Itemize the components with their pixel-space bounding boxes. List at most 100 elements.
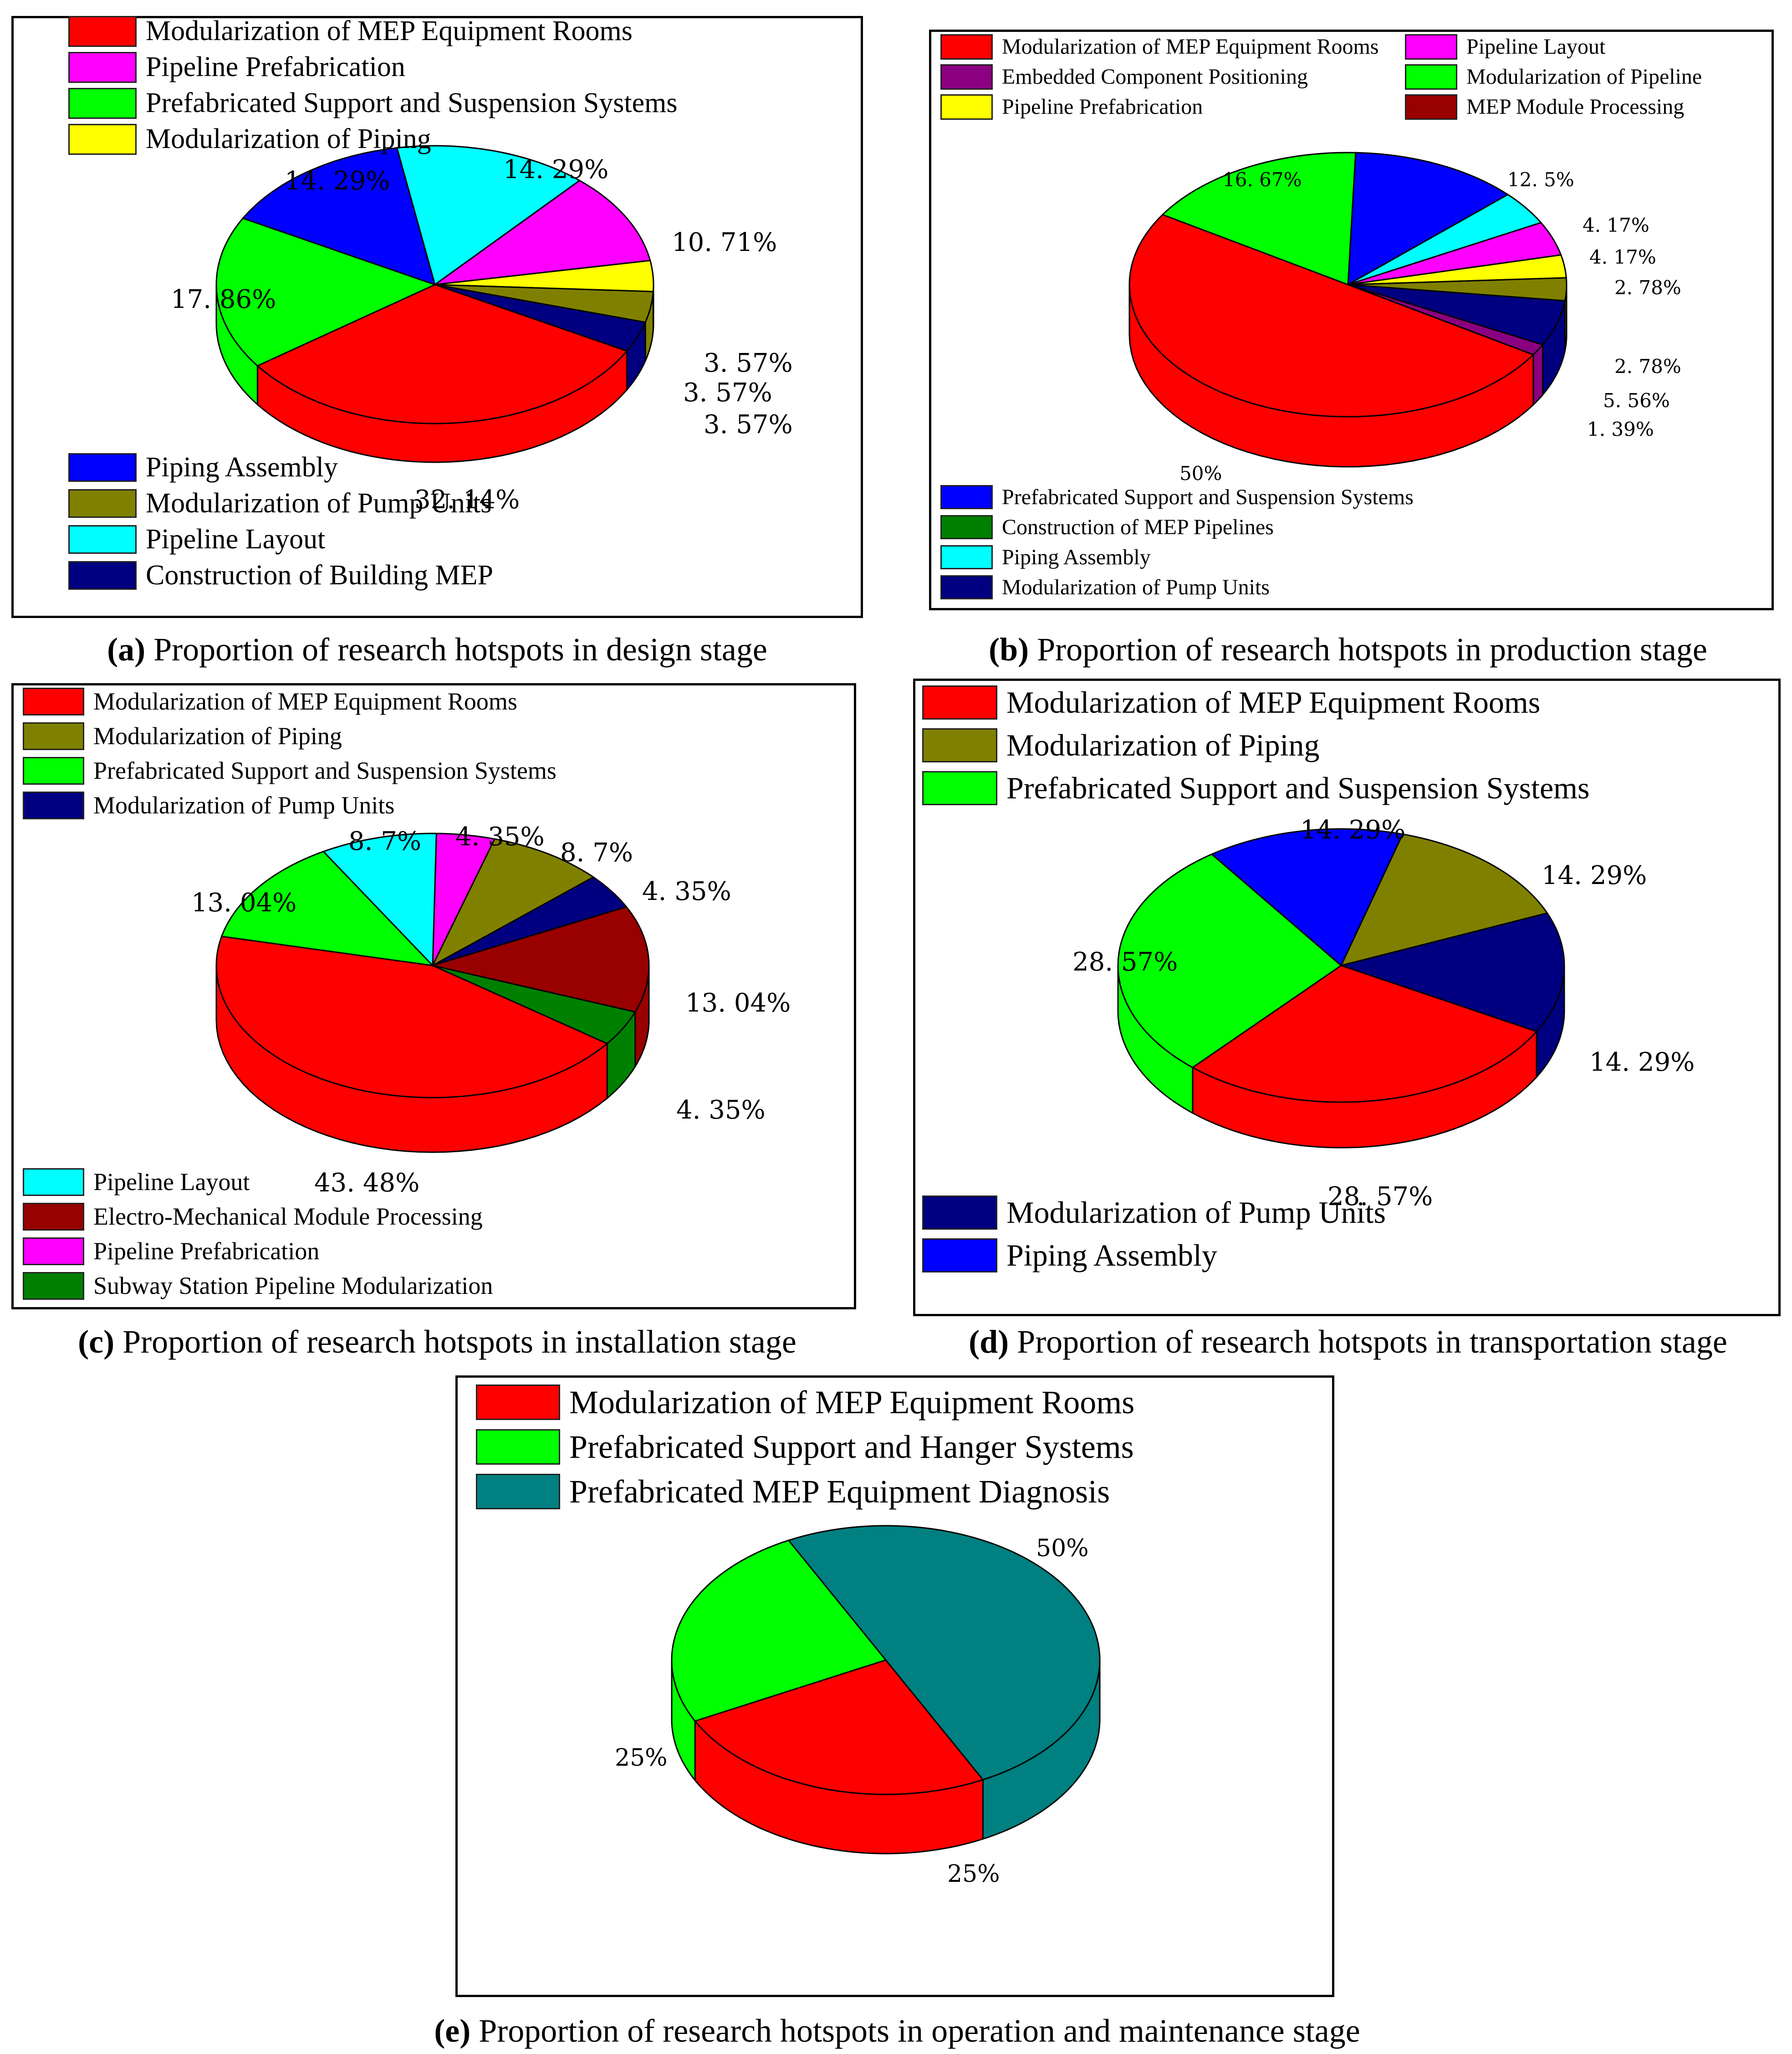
- pie-slice-c-7: [322, 833, 437, 967]
- chart-caption-d: (d) Proportion of research hotspots in t…: [904, 1323, 1792, 1361]
- pie-pct-label-d-1: 14. 29%: [1589, 1047, 1695, 1077]
- pie-slice-a-6: [215, 217, 437, 367]
- legend-label: Modularization of MEP Equipment Rooms: [93, 688, 517, 715]
- pie-slice-c-3: [430, 906, 650, 1013]
- legend-swatch: [23, 792, 84, 819]
- legend-swatch: [1405, 94, 1457, 120]
- legend-swatch: [476, 1474, 560, 1509]
- pie-slice-e-2: [671, 1539, 887, 1722]
- pie-slice-a-1: [432, 179, 651, 286]
- legend-swatch: [68, 124, 137, 155]
- pie-slice-d-4: [1210, 828, 1404, 967]
- legend-label: Pipeline Prefabrication: [146, 51, 405, 82]
- pie-slice-d-3: [1117, 853, 1343, 1068]
- pie-pct-label-e-0: 50%: [1036, 1535, 1089, 1562]
- pie-pct-label-b-8: 16. 67%: [1223, 169, 1302, 191]
- pie-slice-b-2: [1348, 222, 1562, 286]
- pie-slice-b-5: [1348, 284, 1566, 346]
- pie-slice-b-6: [1348, 284, 1544, 356]
- caption-label-a: (a): [107, 631, 146, 668]
- pie-pct-label-c-2: 4. 35%: [642, 877, 731, 906]
- legend-label: Prefabricated Support and Suspension Sys…: [93, 757, 556, 784]
- pie-pct-label-e-1: 25%: [947, 1860, 1000, 1888]
- caption-text-c: Proportion of research hotspots in insta…: [114, 1323, 796, 1360]
- legend-label: Modularization of Piping: [146, 123, 431, 154]
- pie-pct-label-d-0: 14. 29%: [1542, 861, 1647, 890]
- legend-swatch: [922, 1238, 997, 1272]
- pie-pct-label-e-2: 25%: [615, 1744, 668, 1772]
- legend-label: Construction of MEP Pipelines: [1002, 515, 1274, 539]
- pie-pct-label-d-2: 28. 57%: [1327, 1182, 1433, 1211]
- pie-slice-b-0: [1347, 152, 1509, 286]
- pie-slice-b-4: [1348, 277, 1567, 301]
- legend-swatch: [940, 64, 993, 90]
- pie-pct-label-b-5: 5. 56%: [1603, 389, 1670, 412]
- chart-caption-e: (e) Proportion of research hotspots in o…: [319, 2012, 1475, 2050]
- legend-label: Prefabricated Support and Suspension Sys…: [146, 87, 678, 118]
- legend-label: Modularization of MEP Equipment Rooms: [1006, 685, 1541, 720]
- legend-swatch: [23, 1203, 84, 1231]
- legend-label: Subway Station Pipeline Modularization: [93, 1272, 493, 1299]
- pie-slice-a-2: [434, 260, 654, 292]
- legend-label: Pipeline Layout: [1466, 35, 1606, 59]
- caption-text-a: Proportion of research hotspots in desig…: [145, 631, 767, 668]
- legend-swatch: [23, 1168, 84, 1196]
- pie-pct-label-b-7: 50%: [1179, 462, 1222, 485]
- legend-label: Pipeline Prefabrication: [93, 1237, 320, 1265]
- legend-label: Modularization of Pump Units: [93, 792, 395, 819]
- legend-swatch: [23, 1237, 84, 1265]
- pie-pct-label-b-1: 4. 17%: [1583, 214, 1649, 236]
- pie-slice-b-3: [1348, 254, 1567, 286]
- pie-slice-a-4: [434, 284, 647, 352]
- pie-pct-label-c-1: 8. 7%: [560, 838, 633, 868]
- pie-pct-label-a-4: 3. 57%: [683, 378, 772, 408]
- pie-pct-label-d-3: 28. 57%: [1072, 947, 1178, 977]
- pie-slice-e-1: [694, 1659, 984, 1795]
- pie-slice-c-5: [215, 935, 609, 1099]
- legend-label: Embedded Component Positioning: [1002, 65, 1308, 89]
- pie-pct-label-d-4: 14. 29%: [1300, 815, 1406, 845]
- legend-swatch: [940, 545, 993, 569]
- chart-caption-c: (c) Proportion of research hotspots in i…: [0, 1323, 874, 1361]
- legend-swatch: [23, 722, 84, 750]
- pie-pct-label-a-1: 10. 71%: [672, 228, 777, 257]
- pie-pct-label-a-3: 3. 57%: [704, 348, 793, 378]
- legend-swatch: [68, 489, 137, 518]
- legend-label: MEP Module Processing: [1466, 95, 1685, 119]
- pie-slice-d-1: [1338, 912, 1565, 1032]
- legend-swatch: [476, 1429, 560, 1465]
- pie-pct-label-c-0: 4. 35%: [455, 822, 545, 852]
- caption-label-c: (c): [78, 1323, 115, 1360]
- pie-slice-c-2: [432, 876, 628, 966]
- legend-swatch: [922, 728, 997, 762]
- legend-swatch: [23, 1272, 84, 1300]
- caption-label-d: (d): [969, 1323, 1009, 1360]
- pie-slice-c-4: [432, 965, 637, 1045]
- legend-swatch: [940, 34, 993, 60]
- pie-pct-label-a-7: 14. 29%: [285, 166, 390, 196]
- legend-swatch: [68, 561, 137, 590]
- legend-swatch: [922, 771, 997, 805]
- legend-swatch: [922, 685, 997, 720]
- legend-label: Modularization of MEP Equipment Rooms: [146, 15, 633, 46]
- legend-label: Prefabricated Support and Hanger Systems: [569, 1429, 1134, 1465]
- legend-label: Modularization of Pipeline: [1466, 65, 1702, 89]
- legend-label: Piping Assembly: [1002, 545, 1151, 569]
- pie-pct-label-b-4: 2. 78%: [1614, 355, 1681, 378]
- legend-label: Prefabricated Support and Suspension Sys…: [1002, 485, 1414, 509]
- legend-swatch: [68, 525, 137, 554]
- legend-label: Modularization of MEP Equipment Rooms: [1002, 35, 1379, 59]
- pie-slice-a-5: [256, 284, 628, 424]
- pie-slice-d-2: [1191, 965, 1538, 1103]
- caption-text-b: Proportion of research hotspots in produ…: [1029, 631, 1707, 668]
- legend-swatch: [68, 16, 137, 47]
- legend-label: Pipeline Layout: [146, 524, 326, 555]
- pie-pct-label-c-4: 4. 35%: [676, 1095, 766, 1125]
- pie-slice-b-7: [1128, 214, 1535, 418]
- pie-pct-label-b-0: 12. 5%: [1507, 169, 1574, 191]
- pie-pct-label-c-5: 43. 48%: [314, 1168, 420, 1198]
